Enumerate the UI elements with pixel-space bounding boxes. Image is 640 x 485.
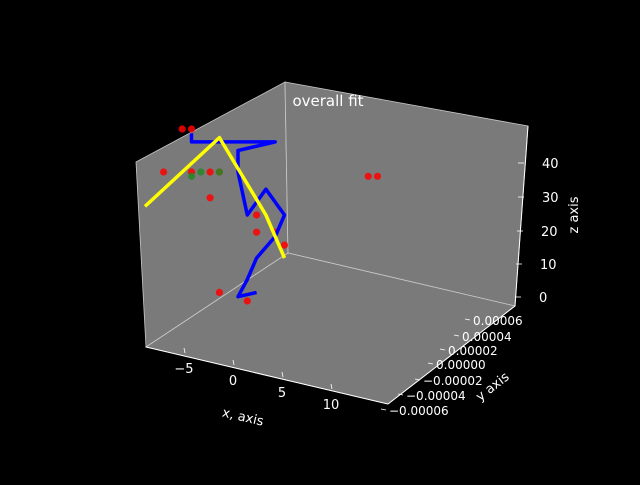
scatter-point <box>206 168 214 176</box>
scatter-point <box>373 172 382 180</box>
scatter-point <box>364 172 372 180</box>
series-line-3 <box>143 135 287 259</box>
y-tick-mark <box>464 318 471 321</box>
y-tick-mark <box>380 408 387 411</box>
scatter-point <box>187 172 196 180</box>
scatter-point <box>253 228 261 236</box>
y-tick-mark <box>397 393 404 396</box>
x-axis-label: x, axis <box>221 406 266 430</box>
scatter-point <box>160 168 168 176</box>
y-tick-label: 0.00006 <box>473 314 523 328</box>
y-tick-mark <box>414 378 421 381</box>
y-tick-mark <box>427 362 434 365</box>
y-tick-mark <box>453 334 460 337</box>
x-tick-mark <box>281 371 284 378</box>
y-tick-mark <box>439 348 446 351</box>
scatter-point <box>243 297 251 305</box>
x-tick-label: 10 <box>323 398 340 413</box>
z-axis-line <box>514 125 529 307</box>
z-tick-label: 20 <box>541 225 558 240</box>
z-ticks: 0 10 20 30 40 <box>515 157 559 306</box>
y-ticks: −0.00006−0.00004−0.000020.000000.000020.… <box>380 314 523 418</box>
scatter-point <box>178 125 186 133</box>
y-tick-label: −0.00002 <box>423 374 483 388</box>
x-tick-label: 0 <box>229 374 237 389</box>
x-tick-mark <box>183 347 186 354</box>
z-axis-label: z axis <box>567 196 582 233</box>
z-tick-label: 40 <box>542 157 559 172</box>
y-tick-label: 0.00000 <box>436 358 486 372</box>
scatter-point <box>206 194 214 202</box>
scatter-point <box>253 211 261 219</box>
scatter-point <box>215 288 223 296</box>
z-tick-label: 10 <box>540 258 557 273</box>
x-tick-mark <box>232 359 235 366</box>
y-tick-label: −0.00006 <box>389 404 449 418</box>
y-tick-label: 0.00002 <box>448 344 498 358</box>
scatter-point <box>280 241 289 249</box>
y-tick-label: −0.00004 <box>406 389 466 403</box>
chart-marks <box>143 125 382 305</box>
scatter-point <box>197 168 205 176</box>
y-tick-label: 0.00004 <box>462 330 512 344</box>
scatter-point <box>187 125 196 133</box>
x-tick-mark <box>330 383 333 390</box>
scatter-point <box>215 168 223 176</box>
z-tick-label: 30 <box>542 191 559 206</box>
x-tick-label: 5 <box>278 386 286 401</box>
chart-title: overall fit <box>292 92 363 110</box>
y-axis-line <box>387 305 516 405</box>
x-ticks: −5 0 5 10 <box>174 347 340 413</box>
x-tick-label: −5 <box>174 362 193 377</box>
axis-lines <box>145 125 529 405</box>
z-tick-label: 0 <box>539 291 547 306</box>
x-axis-line <box>145 346 389 405</box>
